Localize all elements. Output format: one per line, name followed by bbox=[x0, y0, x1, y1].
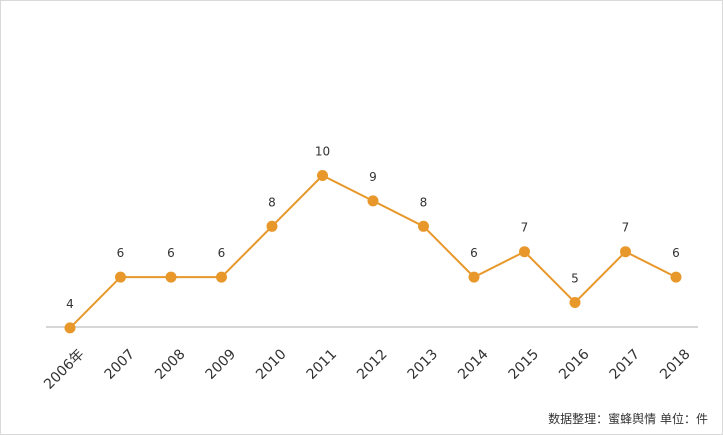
data-point-2017 bbox=[620, 246, 631, 258]
x-tick-label: 2017 bbox=[607, 346, 644, 383]
data-point-2016 bbox=[569, 297, 581, 308]
data-labels-layer: 4 6 6 6 8 10 9 8 6 7 5 7 6 bbox=[66, 145, 680, 311]
data-point-2014 bbox=[468, 271, 480, 283]
data-label: 9 bbox=[369, 170, 377, 184]
x-tick-label: 2006年 bbox=[41, 346, 87, 392]
data-label: 5 bbox=[571, 272, 579, 286]
x-tick-label: 2011 bbox=[304, 346, 341, 383]
data-label: 7 bbox=[521, 221, 529, 235]
data-label: 8 bbox=[268, 195, 276, 209]
data-label: 6 bbox=[117, 246, 125, 260]
data-point-2012 bbox=[367, 195, 379, 207]
x-tick-label: 2014 bbox=[455, 346, 492, 383]
series-layer bbox=[64, 170, 682, 334]
x-tick-label: 2012 bbox=[354, 346, 391, 383]
data-label: 6 bbox=[470, 246, 478, 260]
data-point-2008 bbox=[165, 271, 177, 283]
data-point-2015 bbox=[519, 246, 530, 258]
data-label: 4 bbox=[66, 297, 74, 311]
data-point-2007 bbox=[115, 271, 126, 283]
data-label: 10 bbox=[315, 145, 330, 159]
data-label: 6 bbox=[218, 246, 226, 260]
x-tick-labels-layer: 2006年 2007 2008 2009 2010 2011 2012 2013 2014 201… bbox=[41, 346, 693, 392]
data-point-2011 bbox=[317, 170, 328, 181]
data-point-2013 bbox=[418, 220, 429, 232]
source-note: 数据整理：蜜蜂舆情 单位：件 bbox=[548, 412, 708, 426]
x-tick-label: 2013 bbox=[405, 346, 442, 383]
x-tick-label: 2010 bbox=[253, 346, 290, 383]
x-tick-label: 2015 bbox=[506, 346, 543, 383]
data-label: 8 bbox=[420, 195, 428, 209]
data-point-2009 bbox=[216, 271, 227, 283]
x-tick-label: 2018 bbox=[657, 346, 694, 383]
data-point-2018 bbox=[670, 271, 682, 283]
x-tick-label: 2007 bbox=[102, 346, 139, 383]
x-tick-label: 2008 bbox=[152, 346, 189, 383]
data-label: 6 bbox=[167, 246, 175, 260]
data-label: 7 bbox=[622, 221, 630, 235]
data-label: 6 bbox=[672, 246, 680, 260]
x-tick-label: 2009 bbox=[203, 346, 240, 383]
x-tick-label: 2016 bbox=[556, 346, 593, 383]
data-point-2006 bbox=[64, 322, 76, 334]
data-point-2010 bbox=[266, 220, 278, 232]
